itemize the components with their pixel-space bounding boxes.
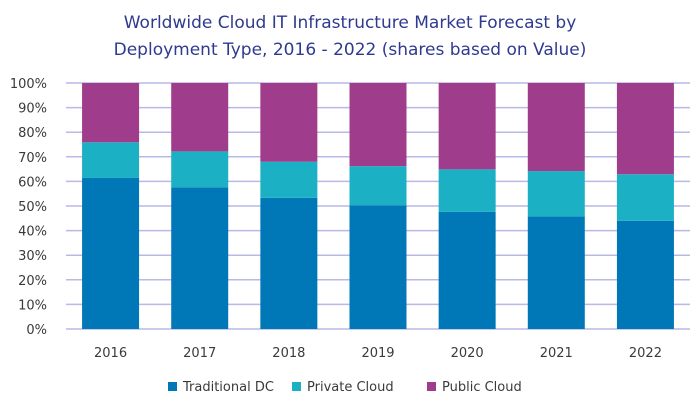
bar-segment-traditional-dc [616,220,674,329]
bar-segment-public-cloud [82,83,140,143]
legend-swatch [292,382,301,391]
bar-segment-public-cloud [616,83,674,175]
y-tick-label: 80% [18,126,47,141]
bar-segment-private-cloud [527,171,585,217]
x-tick-label: 2021 [540,346,573,361]
bar-segment-traditional-dc [82,177,140,329]
bar-segment-private-cloud [82,142,140,178]
bar-segment-traditional-dc [260,197,318,329]
bar-segment-private-cloud [171,151,229,188]
bar-segment-public-cloud [527,83,585,172]
legend-label: Traditional DC [182,380,274,395]
y-tick-label: 30% [18,249,47,264]
x-tick-label: 2018 [272,346,305,361]
y-tick-label: 70% [18,151,47,166]
y-tick-label: 20% [18,274,47,289]
y-tick-label: 50% [18,200,47,215]
x-tick-label: 2022 [629,346,662,361]
bar-segment-private-cloud [260,161,318,198]
legend-label: Private Cloud [307,380,394,395]
bar-segment-traditional-dc [527,216,585,329]
bar-segment-private-cloud [349,166,407,206]
bar-segment-public-cloud [260,83,318,162]
y-tick-label: 60% [18,175,47,190]
x-tick-label: 2020 [451,346,484,361]
chart-title-line-1: Worldwide Cloud IT Infrastructure Market… [124,13,577,33]
x-tick-label: 2017 [183,346,216,361]
bar-segment-private-cloud [438,169,496,212]
bar-segment-traditional-dc [438,211,496,329]
bar-segment-public-cloud [171,83,229,152]
y-tick-label: 100% [10,77,47,92]
y-tick-label: 90% [18,102,47,117]
x-tick-label: 2016 [94,346,127,361]
y-tick-label: 10% [18,298,47,313]
x-tick-label: 2019 [361,346,394,361]
bar-segment-public-cloud [438,83,496,170]
legend-label: Public Cloud [442,380,522,395]
y-tick-label: 0% [26,323,47,338]
y-tick-label: 40% [18,225,47,240]
chart-title-line-2: Deployment Type, 2016 - 2022 (shares bas… [114,40,587,60]
legend-swatch [427,382,436,391]
bar-segment-traditional-dc [171,187,229,329]
bar-segment-traditional-dc [349,205,407,329]
legend-swatch [168,382,177,391]
bar-segment-private-cloud [616,174,674,221]
bar-segment-public-cloud [349,83,407,167]
